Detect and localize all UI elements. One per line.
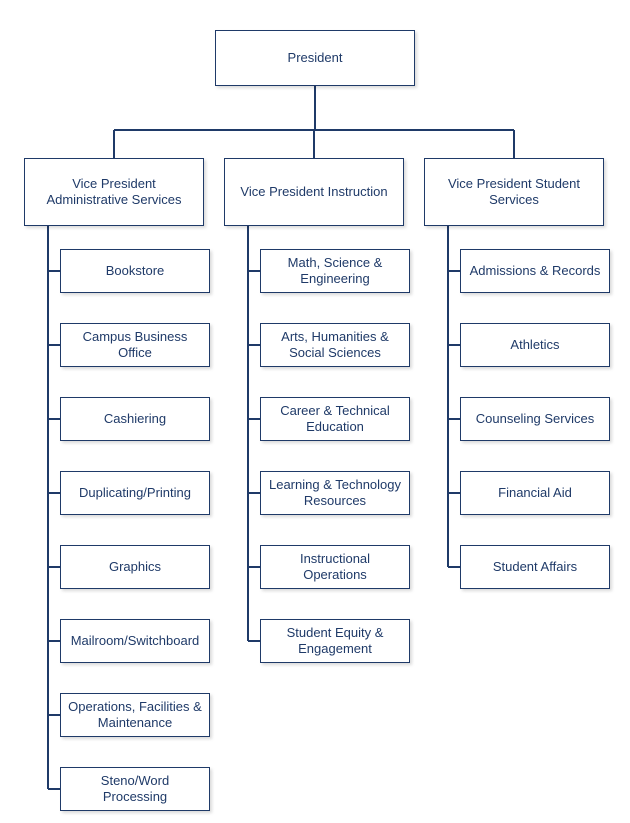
admin-child-4-label: Graphics [109, 559, 161, 575]
admin-child-3-label: Duplicating/Printing [79, 485, 191, 501]
student-child-2: Counseling Services [460, 397, 610, 441]
admin-child-5-label: Mailroom/Switchboard [71, 633, 200, 649]
student-child-0-label: Admissions & Records [470, 263, 601, 279]
instruction-child-0-label: Math, Science & Engineering [267, 255, 403, 288]
admin-child-6-label: Operations, Facilities & Maintenance [67, 699, 203, 732]
student-child-1: Athletics [460, 323, 610, 367]
instruction-child-2-label: Career & Technical Education [267, 403, 403, 436]
org-chart: President Vice President Administrative S… [0, 0, 630, 823]
admin-child-2: Cashiering [60, 397, 210, 441]
admin-child-7-label: Steno/Word Processing [67, 773, 203, 806]
instruction-child-2: Career & Technical Education [260, 397, 410, 441]
admin-child-1: Campus Business Office [60, 323, 210, 367]
admin-child-0: Bookstore [60, 249, 210, 293]
admin-child-7: Steno/Word Processing [60, 767, 210, 811]
admin-child-3: Duplicating/Printing [60, 471, 210, 515]
admin-child-5: Mailroom/Switchboard [60, 619, 210, 663]
student-child-3-label: Financial Aid [498, 485, 572, 501]
admin-child-6: Operations, Facilities & Maintenance [60, 693, 210, 737]
vp-instruction-box: Vice President Instruction [224, 158, 404, 226]
student-child-3: Financial Aid [460, 471, 610, 515]
student-child-0: Admissions & Records [460, 249, 610, 293]
vp-admin-box: Vice President Administrative Services [24, 158, 204, 226]
student-child-2-label: Counseling Services [476, 411, 595, 427]
student-child-4: Student Affairs [460, 545, 610, 589]
president-box-label: President [288, 50, 343, 66]
instruction-child-3-label: Learning & Technology Resources [267, 477, 403, 510]
vp-student-box-label: Vice President Student Services [431, 176, 597, 209]
instruction-child-4: Instructional Operations [260, 545, 410, 589]
instruction-child-0: Math, Science & Engineering [260, 249, 410, 293]
admin-child-4: Graphics [60, 545, 210, 589]
instruction-child-1: Arts, Humanities & Social Sciences [260, 323, 410, 367]
instruction-child-3: Learning & Technology Resources [260, 471, 410, 515]
admin-child-1-label: Campus Business Office [67, 329, 203, 362]
admin-child-2-label: Cashiering [104, 411, 166, 427]
instruction-child-4-label: Instructional Operations [267, 551, 403, 584]
student-child-1-label: Athletics [510, 337, 559, 353]
vp-admin-box-label: Vice President Administrative Services [31, 176, 197, 209]
vp-student-box: Vice President Student Services [424, 158, 604, 226]
student-child-4-label: Student Affairs [493, 559, 577, 575]
president-box: President [215, 30, 415, 86]
instruction-child-5-label: Student Equity & Engagement [267, 625, 403, 658]
instruction-child-5: Student Equity & Engagement [260, 619, 410, 663]
instruction-child-1-label: Arts, Humanities & Social Sciences [267, 329, 403, 362]
admin-child-0-label: Bookstore [106, 263, 165, 279]
vp-instruction-box-label: Vice President Instruction [240, 184, 387, 200]
